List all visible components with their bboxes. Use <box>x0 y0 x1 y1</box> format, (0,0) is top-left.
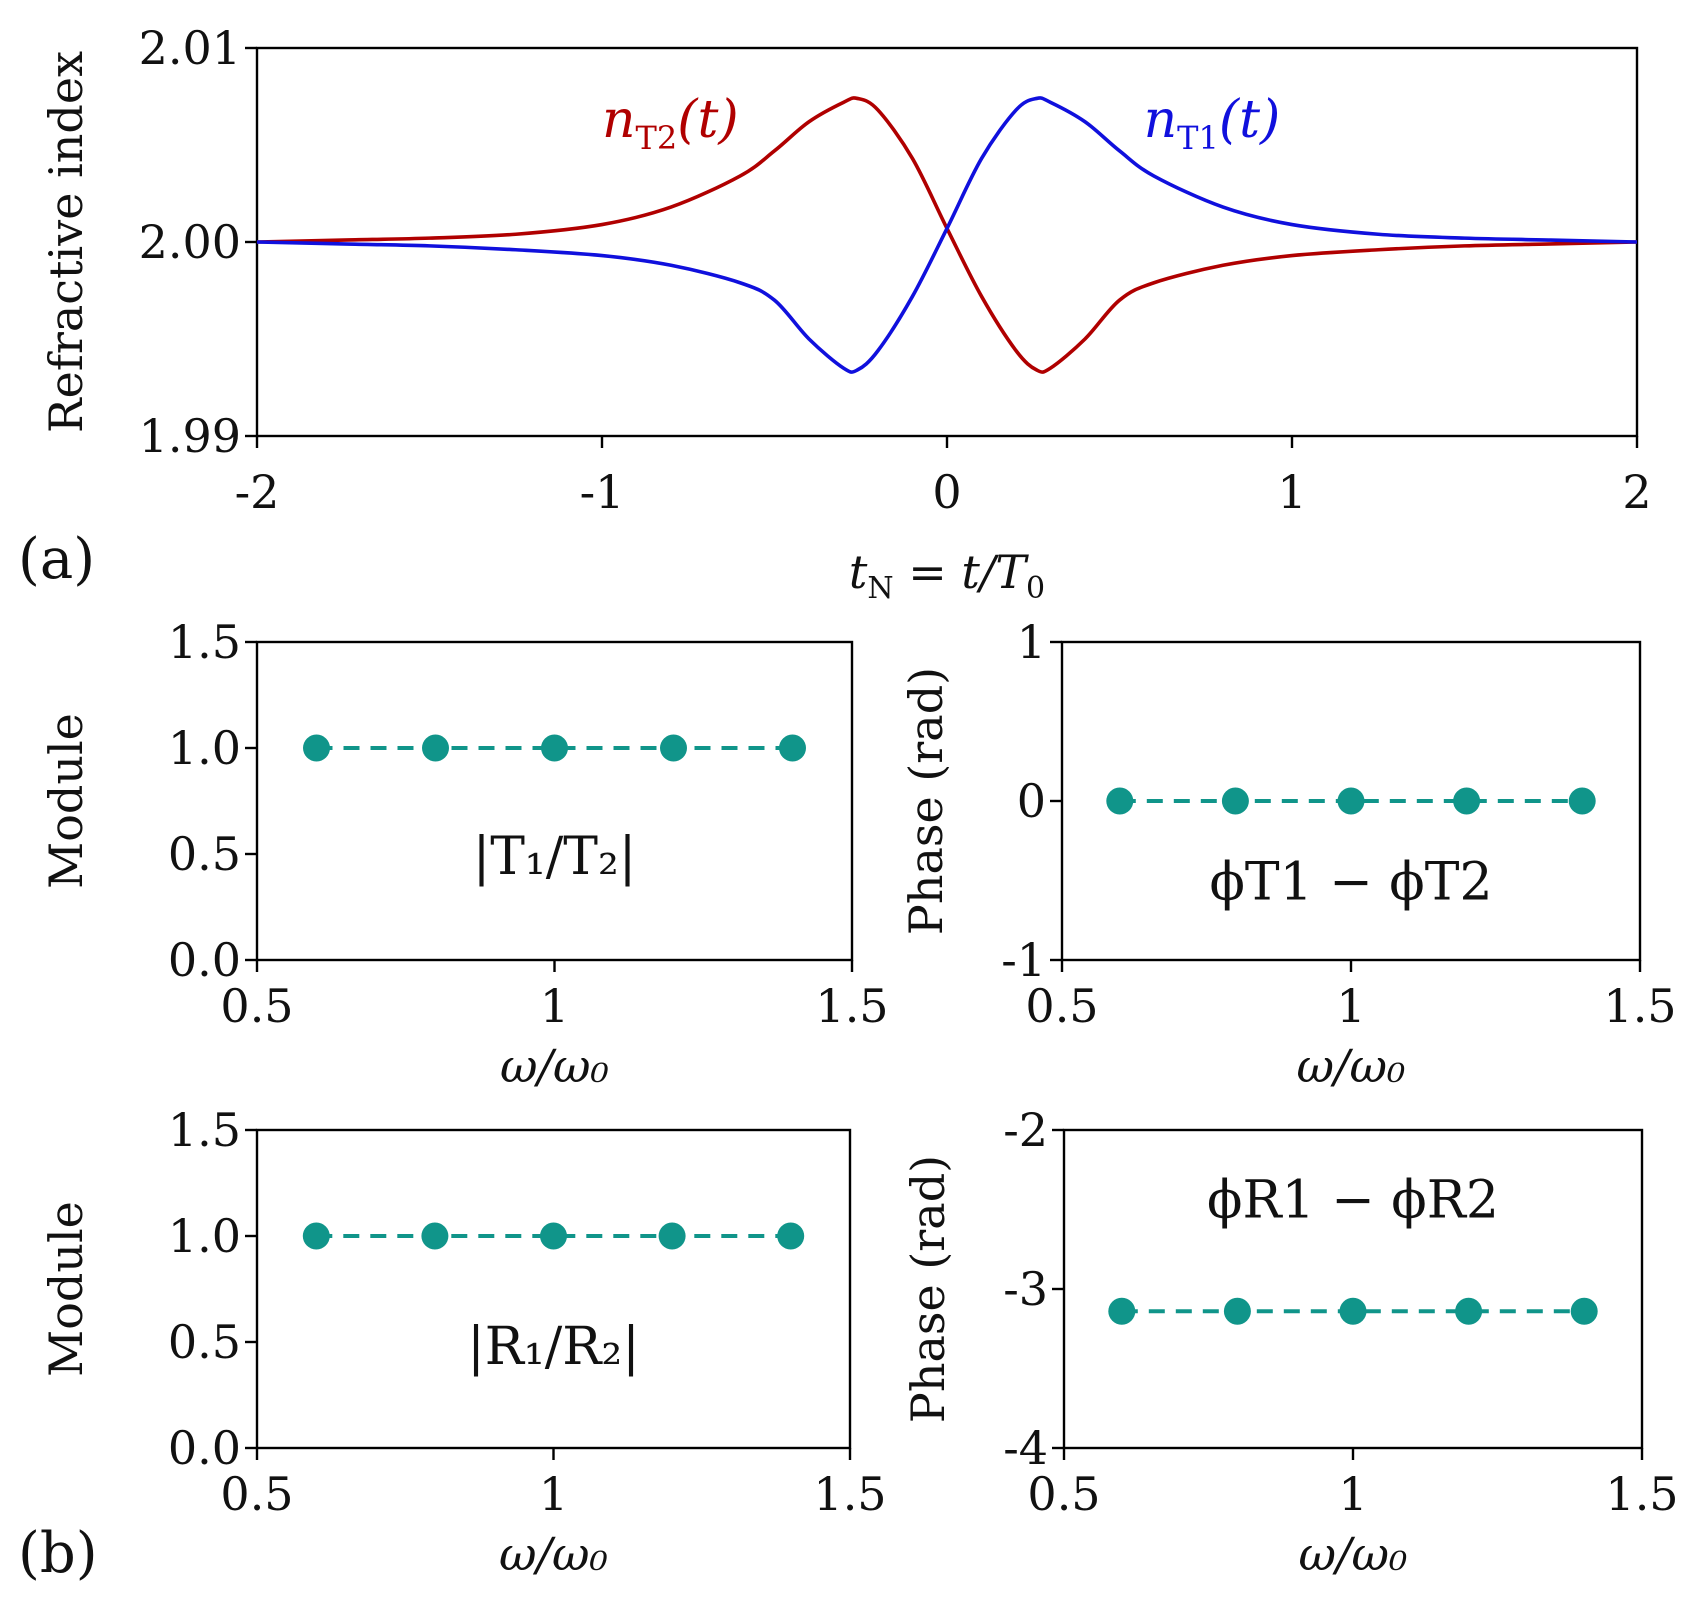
axes-frame-a <box>255 46 1639 438</box>
x-tick-label-a: 1 <box>1277 465 1306 519</box>
x-tick-label-b4: 1 <box>1338 1467 1367 1521</box>
y-tick-label-b3: 0.0 <box>168 1421 241 1475</box>
data-point-b2 <box>1568 787 1596 815</box>
panel-label-b: (b) <box>18 1521 98 1586</box>
y-axis-label-a: Refractive index <box>39 51 93 433</box>
series-line-n-t1 <box>256 96 1638 374</box>
y-axis-label-b2: Phase (rad) <box>899 667 953 935</box>
data-point-b2 <box>1453 787 1481 815</box>
data-point-b1 <box>779 734 806 762</box>
annotation-b1: |T₁/T₂| <box>473 827 637 887</box>
x-tick-label-b3: 0.5 <box>220 1467 293 1521</box>
y-tick-label-b4: -3 <box>1003 1262 1048 1316</box>
y-tick-label-b1: 1.5 <box>168 615 241 669</box>
y-tick-label-a: 1.99 <box>139 409 241 463</box>
annotation-b2: ϕT1 − ϕT2 <box>1209 853 1492 913</box>
x-tick-label-b4: 0.5 <box>1027 1467 1100 1521</box>
data-point-b3 <box>777 1222 805 1250</box>
x-tick-label-a: 0 <box>932 465 961 519</box>
y-tick-label-b2: -1 <box>1001 933 1046 987</box>
axes-frame-b1 <box>255 640 854 962</box>
series-label-n-t1: nT1(t) <box>1144 90 1281 157</box>
x-axis-label-b3: ω/ω₀ <box>499 1527 608 1581</box>
y-axis-label-b4: Phase (rad) <box>901 1155 955 1423</box>
series-line-n-t2 <box>256 96 1638 374</box>
axes-frame-b3 <box>255 1128 852 1450</box>
data-point-b2 <box>1337 787 1365 815</box>
annotation-b4: ϕR1 − ϕR2 <box>1207 1170 1499 1230</box>
y-tick-label-b3: 0.5 <box>168 1315 241 1369</box>
data-point-b4 <box>1223 1297 1251 1325</box>
y-axis-label-b3: Module <box>39 1201 93 1377</box>
x-axis-label-b2: ω/ω₀ <box>1297 1039 1406 1093</box>
y-tick-label-b1: 0.5 <box>168 827 241 881</box>
y-tick-label-b3: 1.0 <box>168 1209 241 1263</box>
x-tick-label-b3: 1.5 <box>813 1467 886 1521</box>
x-tick-label-b1: 1.5 <box>815 979 888 1033</box>
x-tick-label-b2: 1.5 <box>1603 979 1676 1033</box>
y-tick-label-b1: 0.0 <box>168 933 241 987</box>
data-point-b2 <box>1221 787 1249 815</box>
data-point-b4 <box>1108 1297 1136 1325</box>
data-point-b1 <box>422 734 449 762</box>
data-point-b3 <box>302 1222 330 1250</box>
data-point-b4 <box>1455 1297 1483 1325</box>
x-tick-label-b2: 1 <box>1336 979 1365 1033</box>
y-tick-label-b4: -2 <box>1003 1103 1048 1157</box>
x-tick-label-a: 2 <box>1622 465 1651 519</box>
data-point-b3 <box>540 1222 567 1250</box>
data-point-b4 <box>1339 1297 1367 1325</box>
y-tick-label-b1: 1.0 <box>168 721 241 775</box>
data-point-b3 <box>658 1222 686 1250</box>
y-tick-label-b2: 0 <box>1017 774 1046 828</box>
chart-b4: 0.5 1 1.5 -4 -3 -2 Phase (rad) ω/ω₀ ϕR1 − ϕR2 <box>901 1103 1679 1581</box>
annotation-b3: |R₁/R₂| <box>467 1317 640 1377</box>
data-point-b1 <box>541 734 568 762</box>
data-point-b1 <box>660 734 687 762</box>
y-tick-label-b2: 1 <box>1017 615 1046 669</box>
data-point-b1 <box>303 734 330 762</box>
x-axis-label-a: tN = t/T0 <box>849 545 1045 606</box>
x-tick-label-b4: 1.5 <box>1605 1467 1678 1521</box>
chart-b2: 0.5 1 1.5 -1 0 1 Phase (rad) ω/ω₀ ϕT1 − ϕT2 <box>899 615 1677 1093</box>
x-axis-label-b1: ω/ω₀ <box>500 1039 609 1093</box>
x-tick-label-b1: 1 <box>540 979 569 1033</box>
x-axis-label-b4: ω/ω₀ <box>1299 1527 1408 1581</box>
x-tick-label-a: -1 <box>580 465 625 519</box>
panel-label-a: (a) <box>18 527 95 592</box>
series-label-n-t2: nT2(t) <box>602 90 739 157</box>
y-axis-label-b1: Module <box>39 713 93 889</box>
y-tick-label-a: 2.01 <box>139 21 241 75</box>
y-tick-label-b3: 1.5 <box>168 1103 241 1157</box>
x-tick-label-a: -2 <box>235 465 280 519</box>
x-tick-label-b1: 0.5 <box>220 979 293 1033</box>
data-point-b4 <box>1570 1297 1598 1325</box>
x-tick-label-b3: 1 <box>539 1467 568 1521</box>
y-tick-label-a: 2.00 <box>139 215 241 269</box>
data-point-b2 <box>1106 787 1134 815</box>
y-tick-label-b4: -4 <box>1003 1421 1048 1475</box>
x-tick-label-b2: 0.5 <box>1025 979 1098 1033</box>
chart-a: -2 -1 0 1 2 1.99 2.00 2.01 Refractive index tN = … <box>39 21 1652 606</box>
data-point-b3 <box>421 1222 449 1250</box>
